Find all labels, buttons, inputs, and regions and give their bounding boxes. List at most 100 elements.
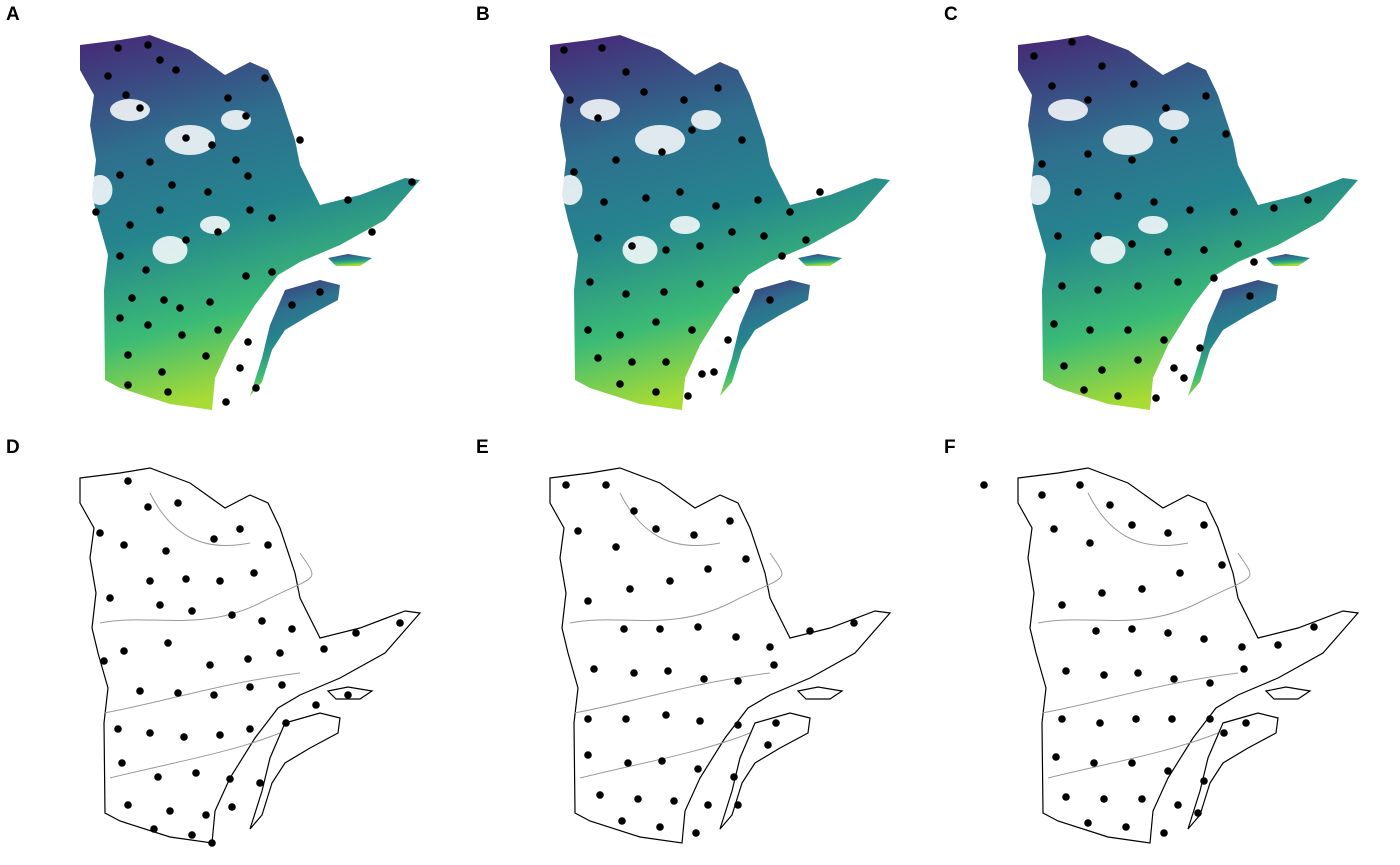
sample-site-point xyxy=(268,268,276,276)
sample-site-point xyxy=(770,661,778,669)
map-d xyxy=(79,467,422,847)
ecoregion-boundary xyxy=(1047,732,1219,779)
sample-site-point xyxy=(1160,829,1168,837)
sample-site-point xyxy=(730,773,738,781)
sample-site-point xyxy=(618,817,626,825)
no-data-patch xyxy=(635,125,685,155)
sample-site-point xyxy=(1210,274,1218,282)
sample-site-point xyxy=(118,759,126,767)
sample-site-point xyxy=(174,499,182,507)
sample-site-point xyxy=(261,74,269,82)
sample-site-point xyxy=(96,529,104,537)
sample-site-point xyxy=(738,136,746,144)
peninsula-outline xyxy=(250,280,340,396)
no-data-patch xyxy=(200,216,230,234)
sample-site-point xyxy=(250,569,258,577)
sample-site-point xyxy=(734,721,742,729)
sample-site-point xyxy=(178,331,186,339)
sample-site-point xyxy=(316,288,324,296)
sample-site-point xyxy=(1164,629,1172,637)
sample-site-point xyxy=(160,296,168,304)
sample-site-point xyxy=(1218,561,1226,569)
sample-site-point xyxy=(312,701,320,709)
sample-site-point xyxy=(1084,96,1092,104)
sample-site-point xyxy=(278,681,286,689)
sample-site-point xyxy=(1038,491,1046,499)
map-f xyxy=(980,467,1360,844)
region-outline xyxy=(1018,35,1358,410)
sample-site-point xyxy=(1134,356,1142,364)
sample-site-point xyxy=(778,252,786,260)
panel-c: C xyxy=(938,0,1378,420)
panel-f: F xyxy=(938,433,1378,853)
sample-site-point xyxy=(124,477,132,485)
peninsula-outline xyxy=(719,712,811,830)
sample-site-point xyxy=(1174,278,1182,286)
sample-site-point xyxy=(1150,198,1158,206)
sample-site-point xyxy=(236,525,244,533)
sample-site-point xyxy=(642,194,650,202)
sample-site-point xyxy=(146,158,154,166)
sample-site-point xyxy=(612,156,620,164)
sample-site-point xyxy=(228,611,236,619)
panel-label-e: E xyxy=(476,437,489,458)
sample-site-point xyxy=(594,114,602,122)
island-outline xyxy=(1264,686,1312,700)
ecoregion-boundary xyxy=(619,492,721,547)
ecoregion-boundary xyxy=(1037,552,1251,624)
sample-site-point xyxy=(164,639,172,647)
sample-site-point xyxy=(232,156,240,164)
sample-site-point xyxy=(726,517,734,525)
panel-label-f: F xyxy=(944,437,956,458)
sample-site-point xyxy=(1090,759,1098,767)
sample-site-point xyxy=(584,597,592,605)
sample-site-point xyxy=(150,825,158,833)
sample-site-point xyxy=(124,381,132,389)
sample-site-point xyxy=(670,797,678,805)
sample-site-point xyxy=(252,384,260,392)
sample-site-point xyxy=(1098,366,1106,374)
sample-site-point xyxy=(684,392,692,400)
sample-site-point xyxy=(1130,80,1138,88)
sample-site-point xyxy=(244,172,252,180)
panel-label-c: C xyxy=(944,4,958,25)
sample-site-point xyxy=(268,214,276,222)
sample-site-point xyxy=(692,829,700,837)
sample-site-point xyxy=(182,236,190,244)
no-data-patch xyxy=(1048,99,1088,121)
sample-site-point xyxy=(600,198,608,206)
ecoregion-boundary xyxy=(573,672,771,714)
sample-site-point xyxy=(1152,394,1160,402)
sample-site-point xyxy=(574,527,582,535)
sample-site-point xyxy=(206,298,214,306)
sample-site-point xyxy=(1098,589,1106,597)
sample-site-point xyxy=(806,627,814,635)
island-outline xyxy=(798,254,842,266)
sample-site-point xyxy=(616,331,624,339)
sample-site-point xyxy=(156,206,164,214)
sample-site-point xyxy=(626,585,634,593)
sample-site-point xyxy=(1206,679,1214,687)
sample-site-point xyxy=(1128,625,1136,633)
map-a xyxy=(80,35,420,410)
sample-site-point xyxy=(124,351,132,359)
sample-site-point xyxy=(704,801,712,809)
sample-site-point xyxy=(396,619,404,627)
sample-site-point xyxy=(1128,156,1136,164)
sample-site-point xyxy=(164,388,172,396)
sample-site-point xyxy=(1094,286,1102,294)
sample-site-point xyxy=(658,148,666,156)
sample-site-point xyxy=(1086,539,1094,547)
sample-site-point xyxy=(724,336,732,344)
sample-site-point xyxy=(208,141,216,149)
sample-site-point xyxy=(282,719,290,727)
sample-site-point xyxy=(1310,623,1318,631)
sample-site-point xyxy=(120,647,128,655)
sample-site-point xyxy=(570,168,578,176)
sample-site-point xyxy=(1138,585,1146,593)
sample-site-point xyxy=(1106,501,1114,509)
sample-site-point xyxy=(652,525,660,533)
sample-site-point xyxy=(1128,521,1136,529)
sample-site-point xyxy=(772,719,780,727)
sample-site-point xyxy=(1084,150,1092,158)
